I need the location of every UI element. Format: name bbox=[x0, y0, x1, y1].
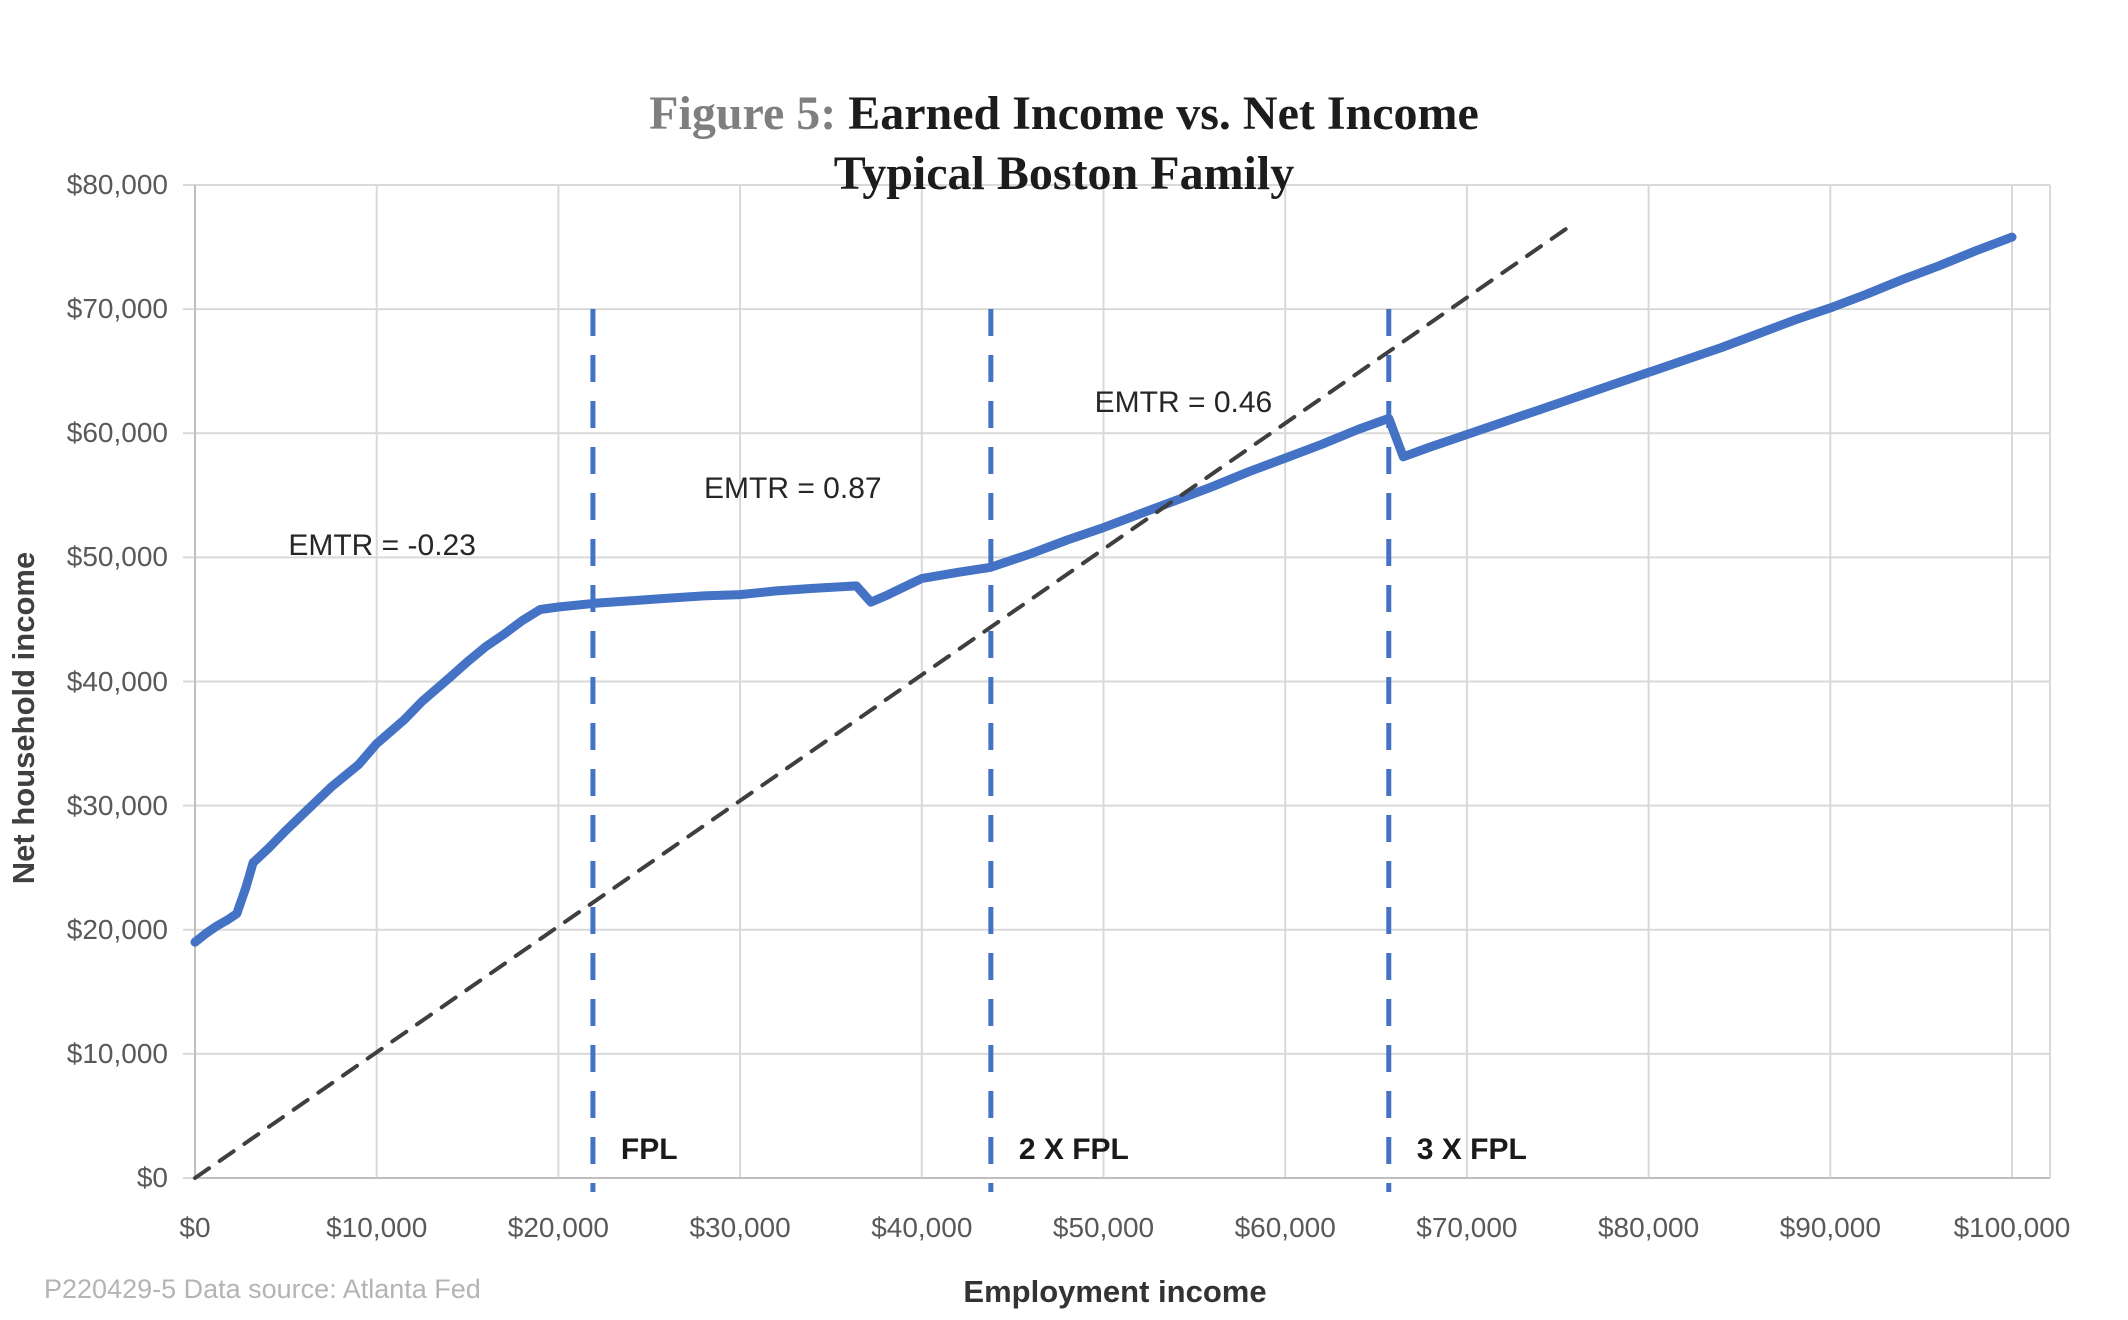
net-income-line bbox=[190, 232, 2017, 947]
y-tick-label: $80,000 bbox=[66, 169, 168, 200]
y-tick-label: $40,000 bbox=[66, 665, 168, 697]
y-tick-label: $50,000 bbox=[66, 541, 168, 573]
y-tick-label: $20,000 bbox=[66, 913, 168, 945]
y-axis-title: Net household income bbox=[6, 551, 41, 885]
chart-title-line1: Figure 5: Earned Income vs. Net Income bbox=[0, 84, 2128, 144]
x-tick-label: $10,000 bbox=[326, 1212, 428, 1243]
chart-title-text: Earned Income vs. Net Income bbox=[848, 87, 1479, 140]
x-tick-label: $30,000 bbox=[689, 1212, 791, 1243]
y-tick-label: $0 bbox=[136, 1162, 168, 1193]
emtr-annotation: EMTR = 0.46 bbox=[1094, 386, 1273, 420]
chart-title: Figure 5: Earned Income vs. Net Income T… bbox=[0, 84, 2128, 204]
fpl-line-label: 2 X FPL bbox=[1018, 1133, 1129, 1166]
y-tick-label: $60,000 bbox=[66, 417, 168, 449]
source-note: P220429-5 Data source: Atlanta Fed bbox=[44, 1274, 481, 1304]
diagonal-45-line bbox=[193, 226, 1569, 1180]
x-axis-title: Employment income bbox=[963, 1274, 1267, 1309]
emtr-annotation: EMTR = 0.87 bbox=[703, 472, 882, 506]
x-tick-label: $60,000 bbox=[1234, 1212, 1336, 1243]
x-tick-label: $90,000 bbox=[1779, 1212, 1881, 1243]
y-tick-label: $10,000 bbox=[66, 1037, 168, 1069]
y-tick-label: $70,000 bbox=[66, 293, 168, 325]
fpl-line-label: 3 X FPL bbox=[1416, 1133, 1527, 1166]
y-tick-label: $30,000 bbox=[66, 789, 168, 821]
x-tick-label: $40,000 bbox=[871, 1212, 973, 1243]
chart-subtitle: Typical Boston Family bbox=[833, 147, 1295, 200]
x-tick-label: $80,000 bbox=[1597, 1212, 1700, 1243]
x-tick-label: $100,000 bbox=[1953, 1212, 2071, 1243]
figure-number: Figure 5: bbox=[649, 87, 837, 140]
x-tick-label: $70,000 bbox=[1416, 1212, 1518, 1243]
x-tick-label: $20,000 bbox=[507, 1212, 609, 1243]
x-tick-label: $50,000 bbox=[1052, 1212, 1155, 1243]
emtr-annotation: EMTR = -0.23 bbox=[288, 529, 476, 563]
x-tick-label: $0 bbox=[179, 1212, 211, 1243]
fpl-line-label: FPL bbox=[620, 1133, 678, 1166]
